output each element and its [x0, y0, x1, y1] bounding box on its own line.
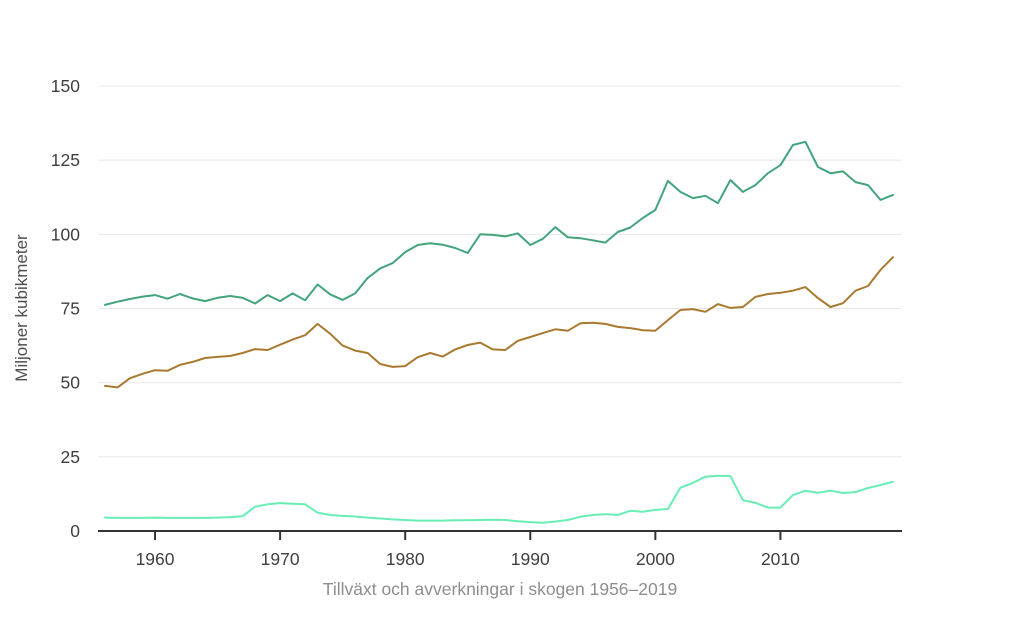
- series-lines: [104, 140, 894, 524]
- series-teal-line: [104, 140, 894, 306]
- y-tick-label-75: 75: [61, 299, 80, 319]
- x-tick-label-2000: 2000: [636, 549, 675, 569]
- x-tick-label-1960: 1960: [136, 549, 175, 569]
- y-tick-label-100: 100: [51, 224, 80, 244]
- x-tick-label-1990: 1990: [511, 549, 550, 569]
- chart-caption: Tillväxt och avverkningar i skogen 1956–…: [323, 579, 677, 599]
- y-tick-label-125: 125: [51, 150, 80, 170]
- y-tick-label-0: 0: [70, 521, 80, 541]
- y-axis-title: Miljoner kubikmeter: [12, 234, 31, 382]
- x-axis: [98, 530, 902, 540]
- series-mint-line: [104, 474, 894, 524]
- gridlines: [98, 85, 902, 458]
- tick-labels: 0 25 50 75 100 125 150 1960 1970 1980 1990 2000 2010: [51, 76, 800, 569]
- x-tick-label-2010: 2010: [761, 549, 800, 569]
- y-tick-label-150: 150: [51, 76, 80, 96]
- y-tick-label-25: 25: [61, 447, 80, 467]
- x-tick-label-1980: 1980: [386, 549, 425, 569]
- y-tick-label-50: 50: [61, 373, 81, 393]
- x-tick-label-1970: 1970: [261, 549, 300, 569]
- series-brown-line: [104, 256, 894, 389]
